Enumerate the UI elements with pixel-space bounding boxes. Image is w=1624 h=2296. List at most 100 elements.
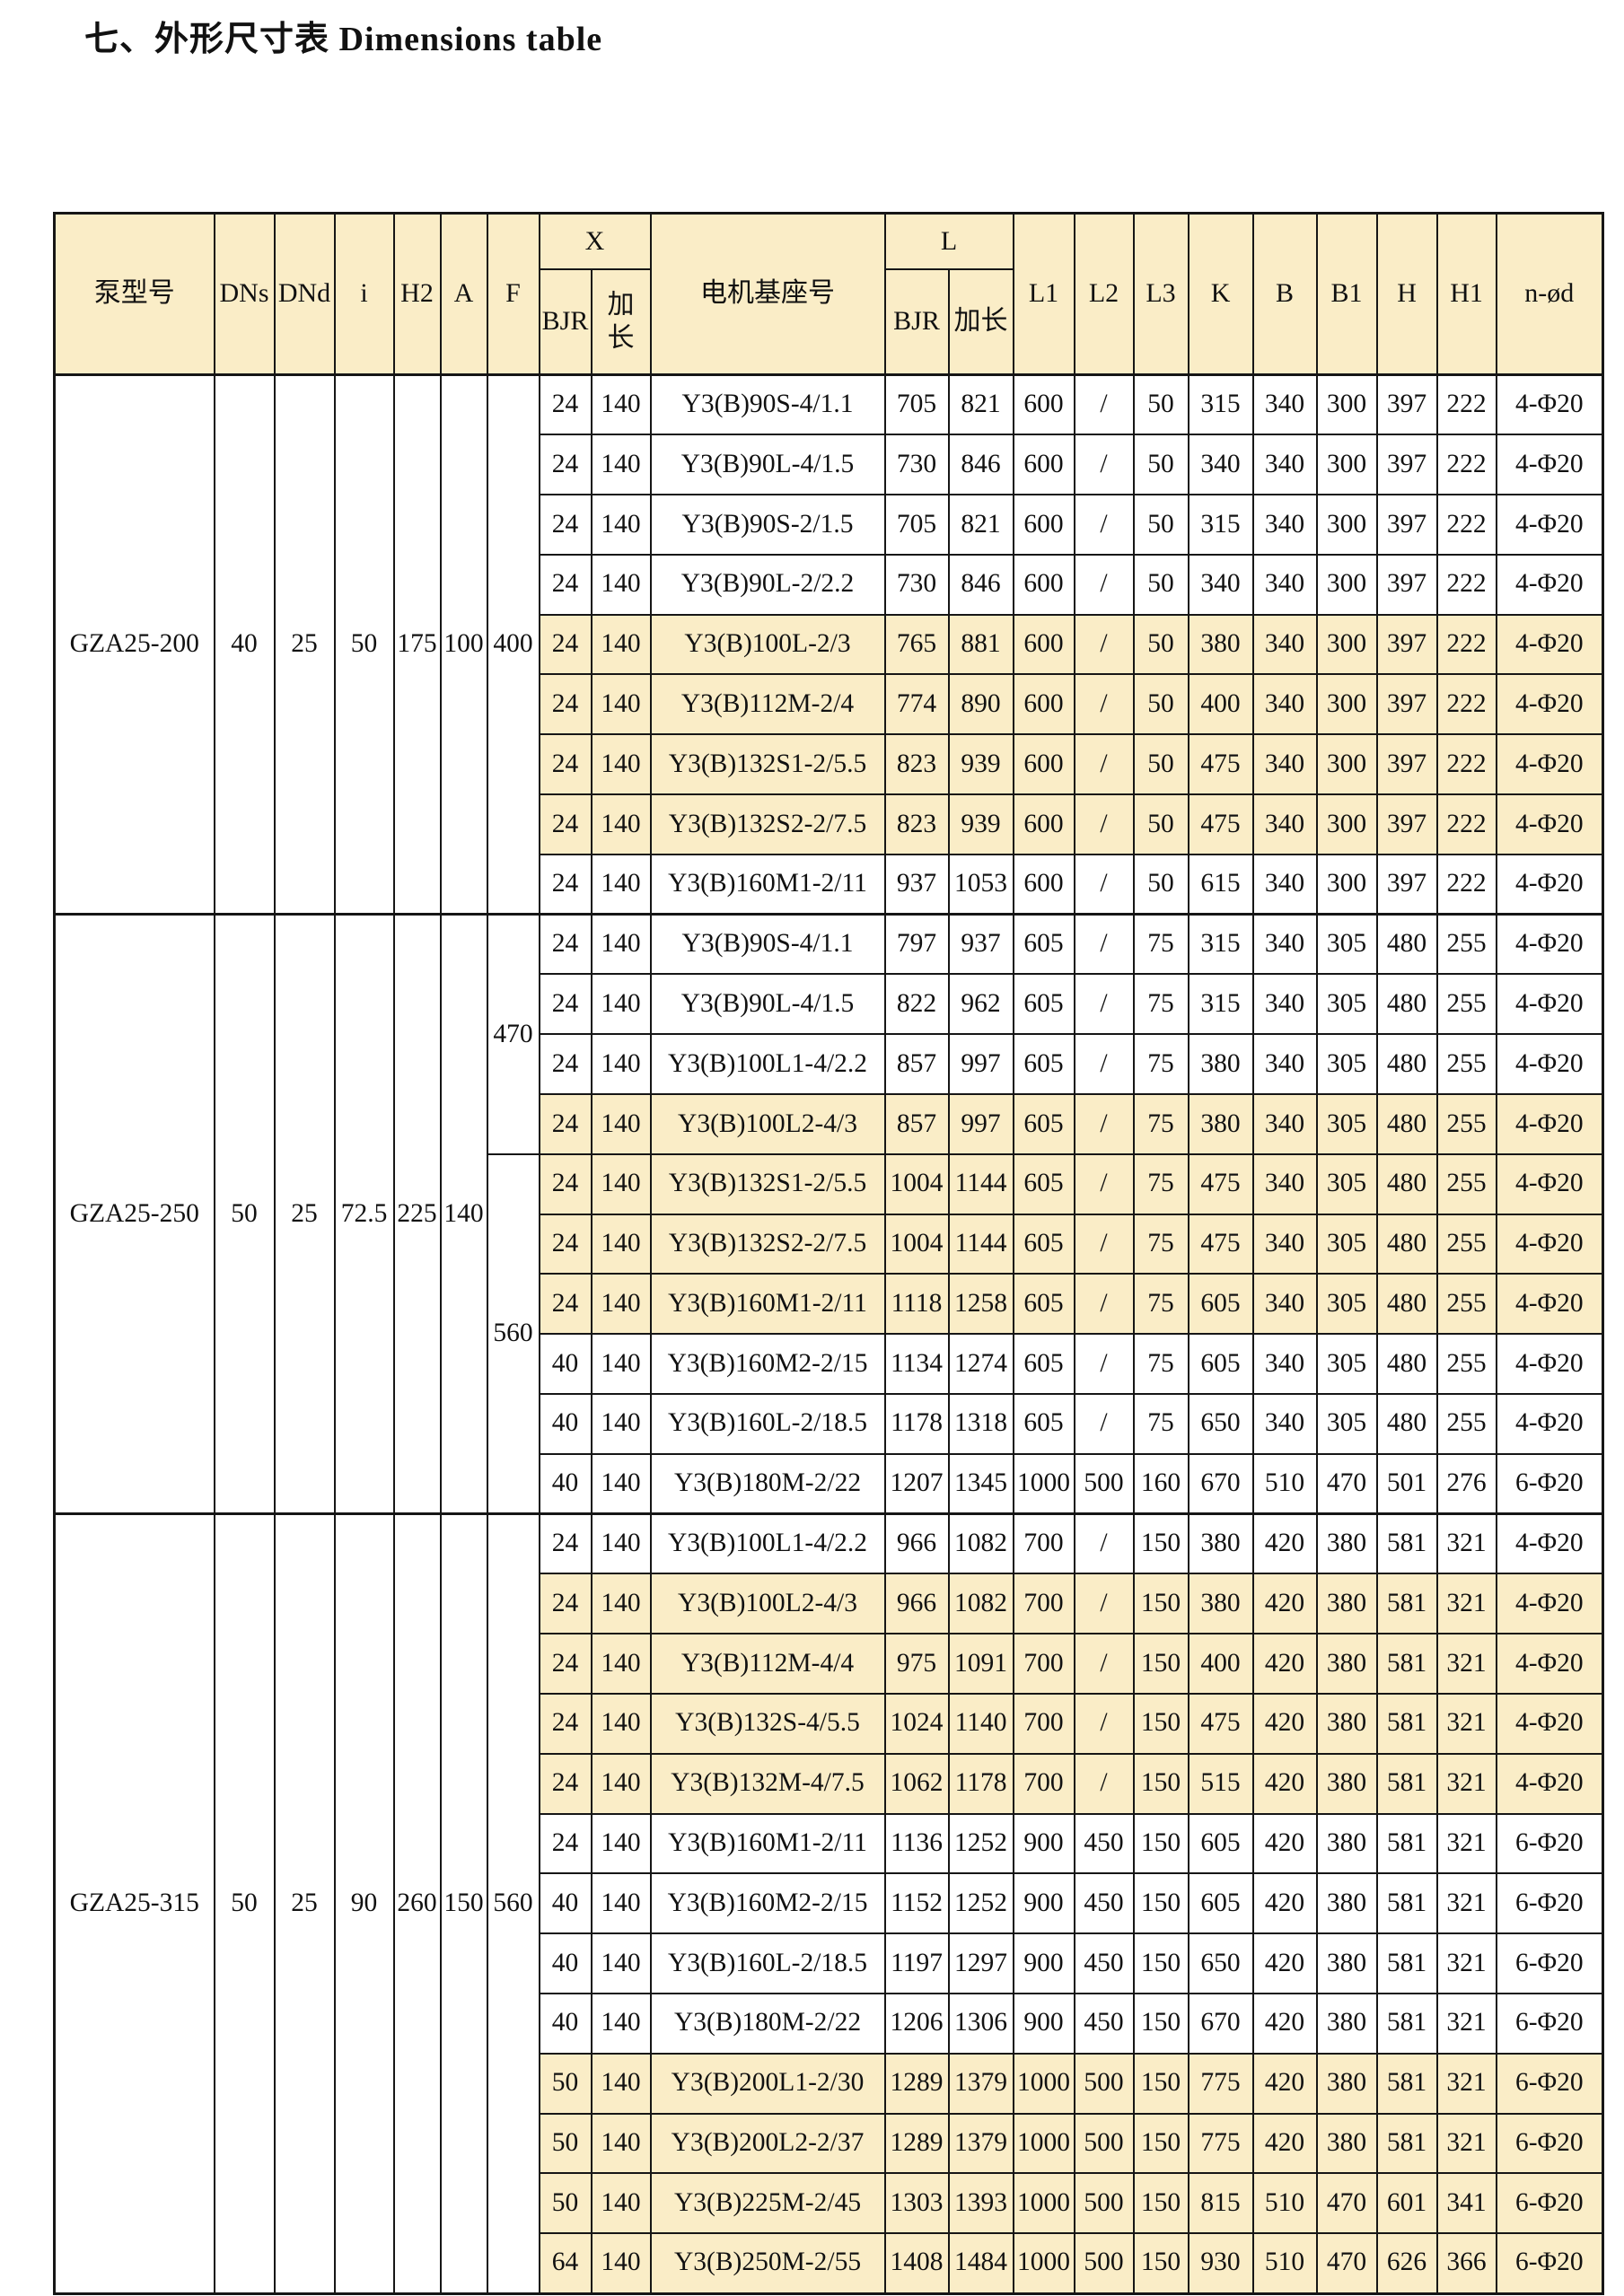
cell-k: 930 [1187,2232,1254,2294]
cell-h: 480 [1375,1093,1438,1155]
cell-l2: 450 [1073,1872,1135,1935]
cell-l-bjr: 1408 [883,2232,950,2294]
header-a: A [439,212,488,376]
cell-l-bjr: 705 [883,494,950,556]
cell-b1: 305 [1315,973,1378,1036]
group-dnd: 25 [273,372,336,916]
group-dns: 50 [213,1512,276,2295]
cell-n-od: 6-Φ20 [1495,2112,1604,2175]
group-h2: 260 [392,1512,442,2295]
table-body: GZA25-200 40 25 50 175 100 400 24 140 Y3(B)90S-4/… [53,372,1604,2295]
cell-l-ext: 937 [947,913,1014,976]
group-i-ratio: 90 [333,1512,395,2295]
cell-b: 420 [1251,1633,1318,1696]
cell-l2: 500 [1073,2232,1135,2294]
cell-l-bjr: 857 [883,1033,950,1096]
cell-x-bjr: 24 [538,1633,593,1696]
cell-b: 340 [1251,1273,1318,1336]
cell-l2: / [1073,494,1135,556]
cell-x-bjr: 24 [538,1812,593,1875]
table-row: 24 140 Y3(B)160M1-2/11 1136 1252 900 450 150 605… [55,1812,1604,1875]
cell-x-ext: 140 [590,613,652,676]
cell-h: 397 [1375,733,1438,796]
cell-h: 581 [1375,1993,1438,2055]
cell-l2: 450 [1073,1993,1135,2055]
cell-l1: 900 [1012,1872,1075,1935]
cell-l1: 600 [1012,733,1075,796]
cell-l1: 1000 [1012,2232,1075,2294]
cell-k: 475 [1187,733,1254,796]
cell-n-od: 4-Φ20 [1495,1633,1604,1696]
cell-x-bjr: 24 [538,853,593,916]
header-l-bjr: BJR [883,267,950,376]
cell-x-bjr: 24 [538,733,593,796]
cell-x-bjr: 40 [538,1333,593,1396]
cell-l1: 605 [1012,1033,1075,1096]
cell-l3: 50 [1132,673,1189,736]
cell-h1: 222 [1435,434,1497,496]
cell-l-ext: 1144 [947,1213,1014,1275]
cell-l3: 50 [1132,853,1189,916]
cell-l-ext: 1053 [947,853,1014,916]
cell-l3: 150 [1132,2232,1189,2294]
cell-b1: 300 [1315,793,1378,855]
cell-h1: 255 [1435,913,1497,976]
cell-h1: 321 [1435,1932,1497,1995]
cell-motor-base: Y3(B)112M-2/4 [649,673,886,736]
cell-l3: 150 [1132,1872,1189,1935]
cell-l1: 605 [1012,1213,1075,1275]
cell-l2: / [1073,1213,1135,1275]
cell-k: 815 [1187,2172,1254,2235]
cell-h: 397 [1375,613,1438,676]
cell-motor-base: Y3(B)200L1-2/30 [649,2052,886,2115]
header-b1: B1 [1315,212,1378,376]
cell-n-od: 4-Φ20 [1495,1273,1604,1336]
cell-k: 475 [1187,1213,1254,1275]
cell-h: 397 [1375,434,1438,496]
cell-motor-base: Y3(B)160M2-2/15 [649,1872,886,1935]
cell-b1: 300 [1315,733,1378,796]
cell-l-bjr: 1178 [883,1393,950,1455]
cell-l-ext: 821 [947,494,1014,556]
table-row: 24 140 Y3(B)90L-4/1.5 822 962 605/75 315 340 305… [55,973,1604,1036]
cell-l-ext: 997 [947,1093,1014,1155]
cell-l-bjr: 1136 [883,1812,950,1875]
dimensions-table: 泵型号 DNs DNd i H2 A F X 电机基座号 L L1 L2 L3 … [53,212,1605,2295]
cell-x-ext: 140 [590,1512,652,1575]
cell-h: 581 [1375,1633,1438,1696]
cell-l3: 50 [1132,373,1189,436]
cell-l1: 1000 [1012,2172,1075,2235]
table-row: 24 140 Y3(B)160M1-2/11 937 1053 600/50 615 340 3… [55,853,1604,916]
cell-h1: 321 [1435,1633,1497,1696]
header-pump-model: 泵型号 [53,212,215,376]
cell-l-bjr: 765 [883,613,950,676]
cell-h: 601 [1375,2172,1438,2235]
group-pump-model: GZA25-200 [53,372,215,916]
cell-h1: 366 [1435,2232,1497,2294]
cell-h1: 222 [1435,793,1497,855]
header-dnd: DNd [273,212,336,376]
cell-l2: 500 [1073,2112,1135,2175]
header-x-bjr: BJR [538,267,593,376]
cell-x-bjr: 40 [538,1393,593,1455]
cell-x-bjr: 40 [538,1452,593,1515]
cell-h: 581 [1375,2112,1438,2175]
cell-x-bjr: 24 [538,613,593,676]
group-dnd: 25 [273,913,336,1515]
cell-n-od: 4-Φ20 [1495,1573,1604,1635]
cell-h1: 255 [1435,1033,1497,1096]
cell-l-bjr: 1118 [883,1273,950,1336]
cell-n-od: 6-Φ20 [1495,1932,1604,1995]
cell-b1: 470 [1315,1452,1378,1515]
cell-l3: 50 [1132,494,1189,556]
cell-h1: 255 [1435,1093,1497,1155]
cell-l3: 75 [1132,1033,1189,1096]
cell-l1: 600 [1012,853,1075,916]
cell-motor-base: Y3(B)90S-4/1.1 [649,373,886,436]
cell-l-bjr: 823 [883,793,950,855]
cell-l2: / [1073,613,1135,676]
cell-l-ext: 821 [947,373,1014,436]
cell-b: 340 [1251,1152,1318,1215]
cell-x-bjr: 24 [538,1152,593,1215]
cell-n-od: 4-Φ20 [1495,1033,1604,1096]
